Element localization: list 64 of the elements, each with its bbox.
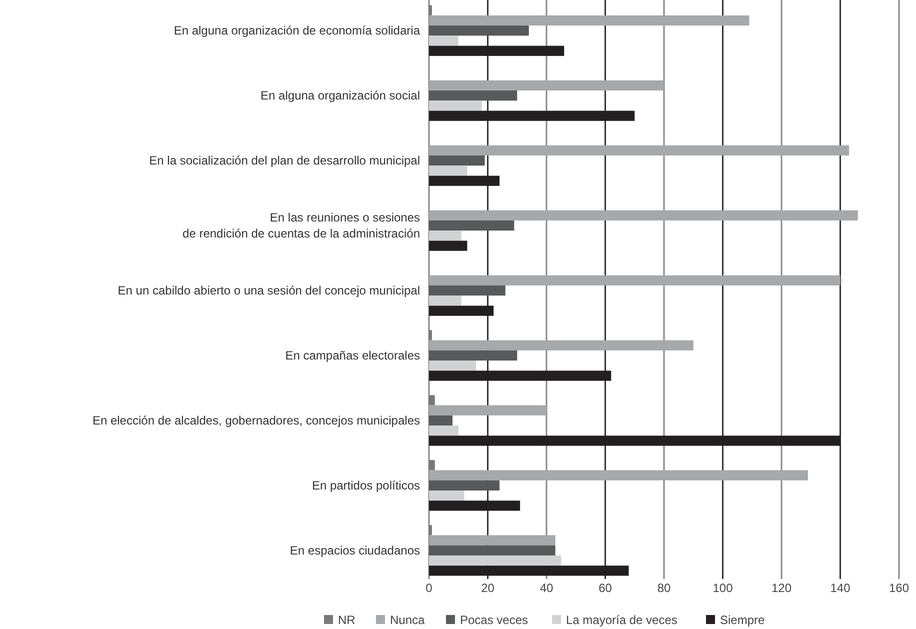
bar	[429, 405, 546, 416]
bar	[429, 480, 500, 490]
x-tick-label: 100	[712, 581, 734, 595]
legend-label: Pocas veces	[460, 613, 528, 627]
bar	[429, 46, 564, 56]
x-tick-label: 140	[830, 581, 851, 595]
x-tick-label: 80	[657, 581, 671, 595]
y-tick-label: En un cabildo abierto o una sesión del concejo municipal	[118, 284, 420, 298]
y-tick-label: En alguna organización de economía solidaria	[174, 24, 420, 38]
bar	[429, 340, 694, 350]
bar	[429, 535, 556, 546]
bar	[429, 210, 858, 220]
y-tick-label: En elección de alcaldes, gobernadores, concejos municipales	[92, 413, 420, 428]
bar	[429, 220, 514, 231]
x-tick-label: 120	[771, 581, 792, 595]
y-tick-label: En partidos políticos	[312, 478, 420, 492]
bar	[429, 350, 518, 361]
bar	[429, 360, 476, 371]
bar	[429, 80, 664, 90]
x-tick-label: 40	[540, 581, 554, 595]
bar	[429, 525, 432, 536]
y-tick-label: En espacios ciudadanos	[290, 543, 420, 558]
x-tick-label: 160	[888, 581, 910, 595]
bar	[429, 395, 435, 406]
bar	[429, 5, 432, 16]
bar	[429, 426, 458, 436]
bar	[429, 545, 556, 556]
bar	[429, 306, 494, 316]
bar	[429, 240, 468, 251]
bar	[429, 490, 464, 501]
bar	[429, 370, 612, 381]
bar	[429, 176, 500, 186]
y-tick-label: En campañas electorales	[285, 348, 420, 362]
x-tick-label: 0	[426, 581, 433, 595]
y-tick-label: En las reuniones o sesiones de rendición de cuentas de la administración	[182, 210, 420, 241]
y-tick-label: En la socialización del plan de desarrollo municipal	[149, 154, 420, 168]
bar	[429, 26, 529, 36]
bar	[429, 90, 518, 101]
bar	[429, 566, 629, 576]
legend-label: NR	[338, 613, 356, 627]
bar	[429, 330, 432, 340]
x-tick-label: 60	[598, 581, 612, 595]
bar	[429, 285, 506, 296]
bar	[429, 460, 435, 470]
legend-label: Siempre	[720, 613, 766, 627]
bar	[429, 155, 485, 166]
bar	[429, 230, 462, 241]
y-tick-label: En alguna organización social	[260, 88, 420, 103]
bar	[429, 166, 468, 176]
bar	[429, 275, 840, 286]
bar	[429, 555, 562, 566]
bar	[429, 415, 452, 426]
legend-label: La mayoría de veces	[566, 613, 678, 627]
legend-label: Nunca	[390, 613, 426, 627]
bar	[429, 436, 840, 446]
bar	[429, 110, 635, 121]
x-tick-label: 20	[481, 581, 495, 595]
bar	[429, 500, 520, 511]
bar	[429, 296, 462, 306]
bar	[429, 470, 808, 480]
bar	[429, 36, 458, 46]
bar	[429, 15, 750, 26]
bar	[429, 100, 482, 111]
bar	[429, 145, 850, 156]
